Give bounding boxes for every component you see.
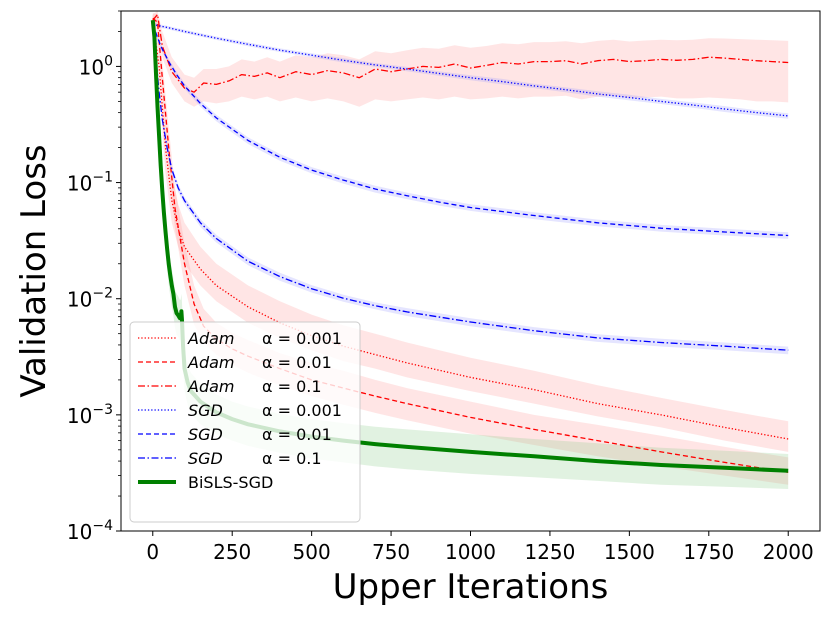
x-tick-label: 1250 <box>524 540 575 564</box>
legend-label-param: α = 0.01 <box>262 353 332 372</box>
band-series-3 <box>152 11 789 107</box>
y-axis-title: Validation Loss <box>14 144 54 397</box>
legend: Adam α = 0.001 Adam α = 0.01 Adam α = 0.1 SGD α… <box>129 321 361 523</box>
y-tick-label: 10−1 <box>67 170 113 196</box>
legend-label-param: α = 0.001 <box>262 329 342 348</box>
x-tick-label: 750 <box>372 540 410 564</box>
legend-label-param: α = 0.1 <box>262 377 322 396</box>
legend-label-param: α = 0.001 <box>262 401 342 420</box>
legend-label-optimizer: SGD <box>188 425 223 444</box>
legend-label-param: α = 0.1 <box>262 449 322 468</box>
x-axis-title: Upper Iterations <box>333 567 609 607</box>
line-series-3 <box>152 13 789 93</box>
y-tick-label: 10−3 <box>67 402 113 428</box>
line-series-5 <box>152 24 789 237</box>
y-tick-label: 100 <box>79 53 113 79</box>
y-tick-label: 10−4 <box>67 518 113 544</box>
legend-label-param: α = 0.01 <box>262 425 332 444</box>
legend-label-optimizer: SGD <box>188 401 223 420</box>
x-tick-label: 1500 <box>604 540 655 564</box>
line-series-6 <box>152 24 789 351</box>
legend-box <box>129 321 361 523</box>
legend-label-optimizer: Adam <box>187 377 235 396</box>
x-tick-label: 250 <box>213 540 251 564</box>
x-axis-ticks: 0 250 500 750 1000 1250 1500 1750 2000 <box>146 531 814 564</box>
legend-label: BiSLS-SGD <box>188 473 273 492</box>
legend-label-optimizer: Adam <box>187 353 235 372</box>
line-series-7 <box>150 20 789 473</box>
legend-label-optimizer: Adam <box>187 329 235 348</box>
x-tick-label: 1000 <box>445 540 496 564</box>
x-tick-label: 2000 <box>763 540 814 564</box>
x-tick-label: 500 <box>293 540 331 564</box>
y-axis-ticks: 10−4 10−3 10−2 10−1 100 <box>67 10 121 544</box>
x-tick-label: 0 <box>146 540 159 564</box>
x-tick-label: 1750 <box>683 540 734 564</box>
y-tick-label: 10−2 <box>67 286 113 312</box>
legend-label-optimizer: SGD <box>188 449 223 468</box>
